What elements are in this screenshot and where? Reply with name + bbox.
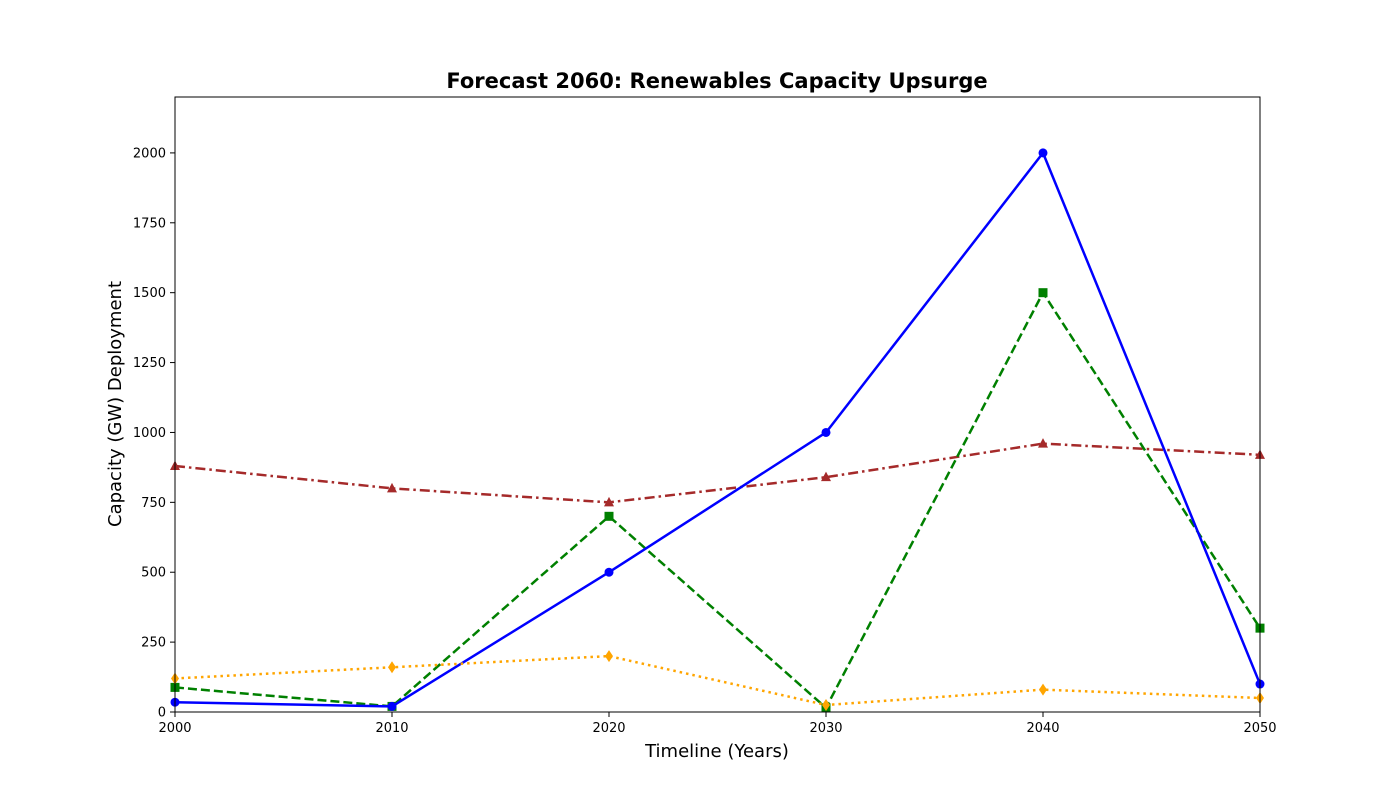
x-tick-label: 2020 [592,721,625,736]
series-line-2 [175,293,1260,708]
data-point [388,661,396,673]
x-tick-label: 2040 [1026,721,1059,736]
x-axis-label: Timeline (Years) [644,741,789,762]
series-line-4 [175,656,1260,705]
data-point [605,650,613,662]
y-tick-label: 1000 [133,426,166,441]
y-tick-label: 0 [158,706,166,721]
data-point [605,512,614,521]
data-point [1039,288,1048,297]
y-tick-label: 250 [141,636,166,651]
x-tick-label: 2010 [375,721,408,736]
y-tick-label: 1250 [133,356,166,371]
data-point [1039,148,1048,157]
y-tick-label: 1500 [133,286,166,301]
y-axis-label: Capacity (GW) Deployment [105,281,126,527]
series-line-3 [175,153,1260,707]
y-tick-label: 2000 [133,146,166,161]
x-tick-label: 2000 [158,721,191,736]
plot-frame [175,97,1260,712]
x-tick-label: 2030 [809,721,842,736]
data-point [1039,684,1047,696]
chart-title: Forecast 2060: Renewables Capacity Upsur… [446,69,987,93]
series-line-1 [175,444,1260,503]
data-point [388,702,397,711]
plot-area: 2000 2010 2020 2030 2040 2050 0 250 500 750 1000 12… [133,97,1277,736]
y-tick-label: 750 [141,496,166,511]
y-tick-label: 1750 [133,216,166,231]
x-tick-label: 2050 [1243,721,1276,736]
y-tick-label: 500 [141,566,166,581]
data-point [605,568,614,577]
data-point [822,428,831,437]
